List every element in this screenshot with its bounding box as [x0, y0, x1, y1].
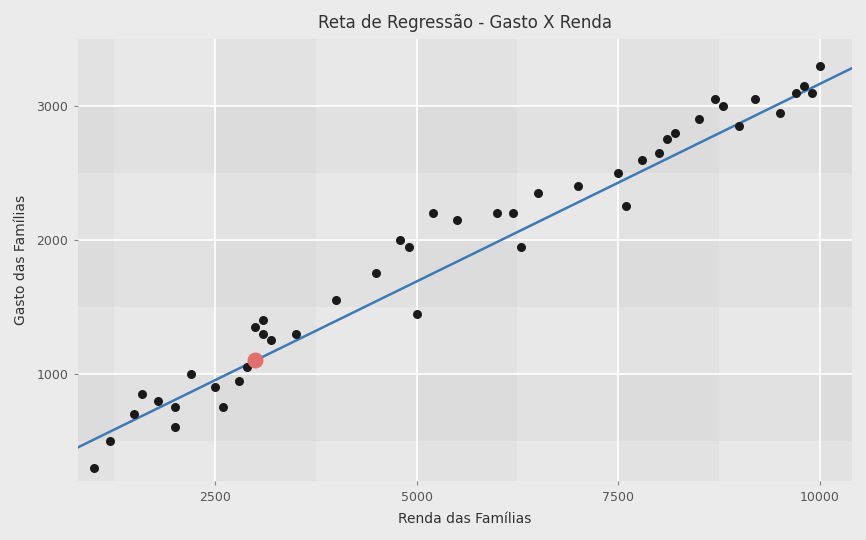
- Bar: [78, 307, 852, 374]
- Bar: [78, 240, 852, 307]
- Point: [668, 129, 682, 137]
- Bar: [78, 106, 852, 173]
- Point: [716, 102, 730, 110]
- Point: [490, 209, 504, 218]
- Point: [256, 316, 270, 325]
- Point: [103, 436, 117, 445]
- Point: [450, 215, 464, 224]
- Point: [208, 383, 222, 391]
- Point: [410, 309, 423, 318]
- Point: [636, 155, 650, 164]
- Point: [232, 376, 246, 385]
- Bar: [114, 39, 215, 481]
- Point: [288, 329, 302, 338]
- X-axis label: Renda das Famílias: Renda das Famílias: [398, 512, 532, 526]
- Point: [813, 62, 827, 70]
- Bar: [820, 39, 866, 481]
- Point: [135, 390, 149, 399]
- Point: [692, 115, 706, 124]
- Point: [393, 235, 407, 244]
- Bar: [13, 39, 114, 481]
- Point: [184, 369, 197, 378]
- Bar: [78, 441, 852, 508]
- Point: [772, 109, 786, 117]
- Point: [708, 95, 722, 104]
- Point: [426, 209, 440, 218]
- Point: [249, 356, 262, 365]
- Point: [531, 188, 545, 197]
- Bar: [78, 374, 852, 441]
- Point: [660, 135, 674, 144]
- Title: Reta de Regressão - Gasto X Renda: Reta de Regressão - Gasto X Renda: [318, 14, 612, 32]
- Point: [805, 88, 818, 97]
- Point: [240, 363, 254, 372]
- Point: [733, 122, 746, 130]
- Bar: [417, 39, 517, 481]
- Point: [619, 202, 633, 211]
- Bar: [78, 39, 852, 106]
- Point: [329, 296, 343, 305]
- Point: [369, 269, 383, 278]
- Point: [402, 242, 416, 251]
- Point: [507, 209, 520, 218]
- Bar: [78, 0, 852, 39]
- Point: [249, 323, 262, 332]
- Point: [152, 396, 165, 405]
- Point: [514, 242, 528, 251]
- Y-axis label: Gasto das Famílias: Gasto das Famílias: [14, 195, 28, 325]
- Point: [264, 336, 278, 345]
- Point: [168, 423, 182, 432]
- Point: [216, 403, 230, 411]
- Point: [748, 95, 762, 104]
- Point: [797, 82, 811, 90]
- Bar: [316, 39, 417, 481]
- Point: [168, 403, 182, 411]
- Point: [87, 463, 100, 472]
- Bar: [618, 39, 719, 481]
- Bar: [719, 39, 820, 481]
- Point: [256, 329, 270, 338]
- Point: [571, 182, 585, 191]
- Bar: [78, 173, 852, 240]
- Bar: [215, 39, 316, 481]
- Bar: [517, 39, 618, 481]
- Point: [611, 168, 625, 177]
- Point: [127, 410, 141, 418]
- Point: [651, 148, 665, 157]
- Point: [789, 88, 803, 97]
